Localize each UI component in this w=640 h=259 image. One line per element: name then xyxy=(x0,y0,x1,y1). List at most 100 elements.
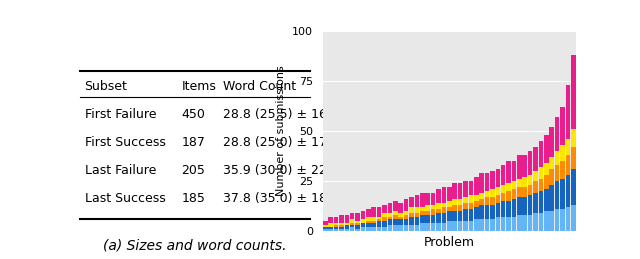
Bar xyxy=(431,208,435,214)
Bar xyxy=(544,163,548,175)
Bar xyxy=(404,225,408,231)
Bar xyxy=(328,228,333,231)
Bar xyxy=(566,207,570,231)
Bar xyxy=(501,193,506,200)
Bar xyxy=(323,228,328,231)
Bar xyxy=(544,175,548,189)
Bar xyxy=(431,205,435,208)
Bar xyxy=(350,213,355,219)
Text: 28.8 (25.0) ± 17.4: 28.8 (25.0) ± 17.4 xyxy=(223,136,339,149)
Bar xyxy=(474,207,479,219)
Bar xyxy=(399,213,403,217)
Bar xyxy=(371,222,376,227)
Bar xyxy=(436,208,441,213)
Bar xyxy=(393,214,397,219)
Bar xyxy=(436,203,441,208)
Bar xyxy=(404,214,408,219)
Bar xyxy=(571,55,575,129)
Bar xyxy=(560,145,565,161)
Bar xyxy=(528,214,532,231)
Bar xyxy=(468,195,473,203)
Bar xyxy=(458,211,462,221)
Bar xyxy=(566,139,570,155)
Bar xyxy=(323,225,328,227)
Text: Subset: Subset xyxy=(84,81,127,93)
Bar xyxy=(366,221,371,222)
Bar xyxy=(415,207,419,213)
Bar xyxy=(512,199,516,217)
Text: Last Success: Last Success xyxy=(84,192,165,205)
Bar xyxy=(549,157,554,169)
Bar xyxy=(388,217,392,219)
Bar xyxy=(399,217,403,219)
Bar xyxy=(328,222,333,227)
Bar xyxy=(344,225,349,228)
Bar xyxy=(333,228,339,231)
Bar xyxy=(566,85,570,139)
Bar xyxy=(409,207,414,213)
Bar xyxy=(361,227,365,231)
Bar xyxy=(399,203,403,213)
Bar xyxy=(339,227,344,228)
Bar xyxy=(479,205,484,219)
Bar xyxy=(415,195,419,207)
Bar xyxy=(361,222,365,227)
Bar xyxy=(415,217,419,225)
Bar xyxy=(517,187,522,197)
Bar xyxy=(452,221,457,231)
Bar xyxy=(506,161,511,183)
Bar xyxy=(490,219,495,231)
Bar xyxy=(522,214,527,231)
Bar xyxy=(560,161,565,179)
Text: First Failure: First Failure xyxy=(84,108,156,121)
Bar xyxy=(463,197,468,203)
Bar xyxy=(382,217,387,221)
Bar xyxy=(512,181,516,189)
Bar xyxy=(512,161,516,181)
Bar xyxy=(495,169,500,187)
Bar xyxy=(426,211,430,214)
Bar xyxy=(393,219,397,225)
Bar xyxy=(501,200,506,217)
Bar xyxy=(495,187,500,195)
Bar xyxy=(366,227,371,231)
Bar xyxy=(426,193,430,205)
Bar xyxy=(506,183,511,191)
Bar xyxy=(458,221,462,231)
Bar xyxy=(382,221,387,227)
Bar xyxy=(522,197,527,214)
Bar xyxy=(415,213,419,217)
Bar xyxy=(458,205,462,211)
Bar xyxy=(420,211,424,214)
Bar xyxy=(495,195,500,203)
Bar xyxy=(528,175,532,185)
Bar xyxy=(442,222,446,231)
Bar xyxy=(533,181,538,193)
Bar xyxy=(539,191,543,213)
Bar xyxy=(566,155,570,175)
Bar xyxy=(366,222,371,227)
Bar xyxy=(555,117,559,151)
Bar xyxy=(484,219,490,231)
Bar xyxy=(355,225,360,228)
Bar xyxy=(333,227,339,228)
Bar xyxy=(355,222,360,225)
Bar xyxy=(549,127,554,157)
Bar xyxy=(426,214,430,222)
Bar xyxy=(339,214,344,222)
Bar xyxy=(490,171,495,189)
Bar xyxy=(452,211,457,221)
Bar xyxy=(517,214,522,231)
Text: (a) Sizes and word counts.: (a) Sizes and word counts. xyxy=(104,239,287,253)
Bar xyxy=(539,179,543,191)
Bar xyxy=(409,217,414,225)
Bar xyxy=(442,213,446,222)
Bar xyxy=(436,189,441,203)
Bar xyxy=(484,197,490,205)
Bar xyxy=(355,221,360,222)
Bar xyxy=(447,221,452,231)
Bar xyxy=(328,227,333,228)
Bar xyxy=(371,217,376,221)
Bar xyxy=(399,219,403,225)
Bar xyxy=(447,187,452,200)
